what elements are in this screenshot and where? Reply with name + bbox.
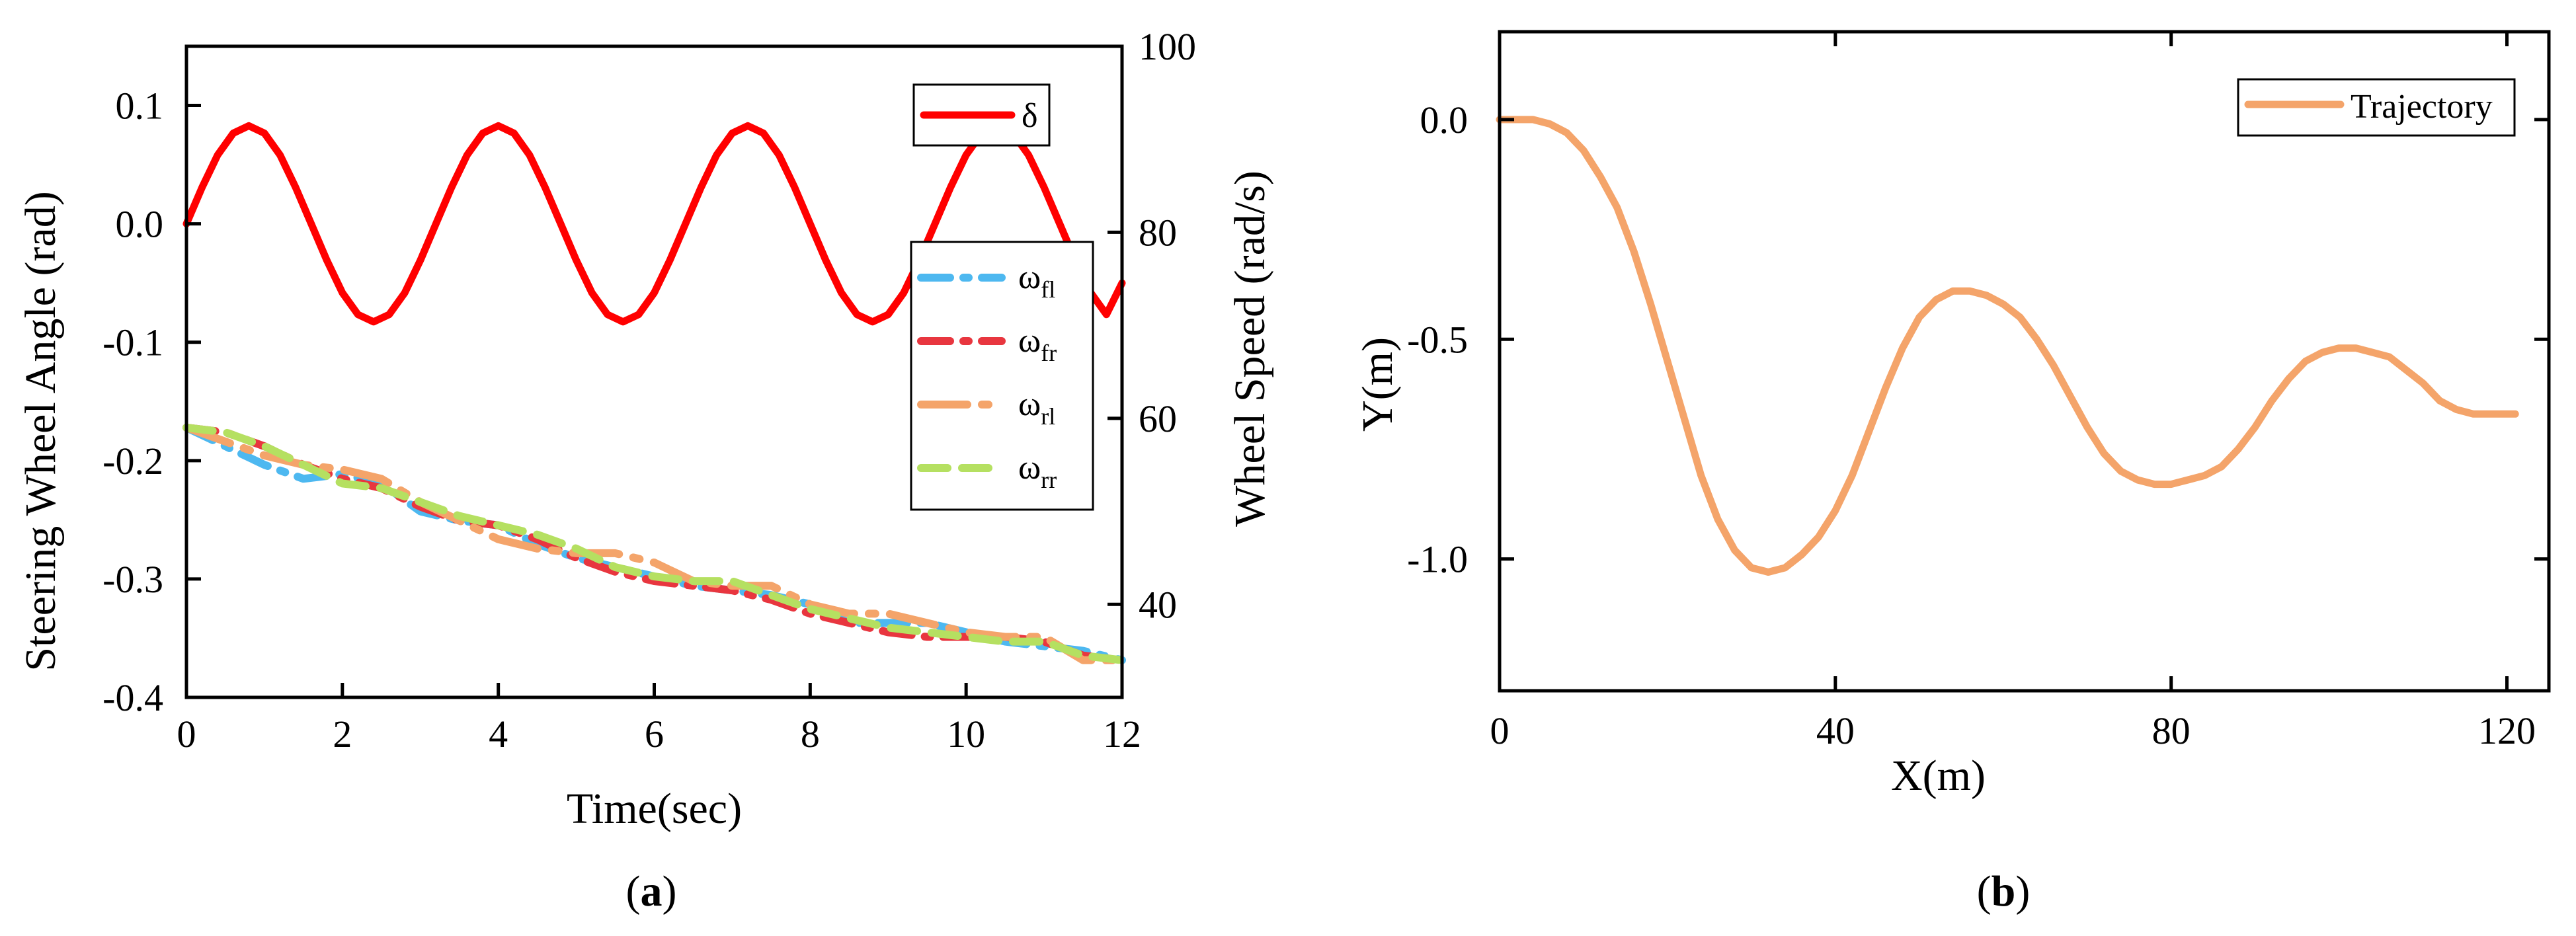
panel-a-label: (a) <box>626 867 677 916</box>
x-tick-label: 0 <box>177 713 196 756</box>
panel-b-label: (b) <box>1977 867 2031 916</box>
x-axis-label: Time(sec) <box>567 785 742 833</box>
legend-w_fr-subscript: fr <box>1041 340 1057 366</box>
x-axis-label: X(m) <box>1891 752 1986 800</box>
panel-b-chart: 0 40 80 120 0.0 -0.5 -1.0 X(m) Y(m) Trajectory <box>1353 30 2551 800</box>
y-left-tick-label: 0.0 <box>116 203 164 246</box>
y-left-axis-label: Steering Wheel Angle (rad) <box>17 191 65 671</box>
y-left-tick-label: -0.3 <box>102 558 163 601</box>
x-tick-label: 10 <box>947 713 985 756</box>
x-tick-label: 4 <box>489 713 508 756</box>
legend-delta: δ <box>912 83 1051 147</box>
y-right-tick-label: 60 <box>1139 397 1177 440</box>
x-tick-label: 6 <box>645 713 664 756</box>
panel-a-chart: 0 2 4 6 8 10 12 0.1 0.0 -0.1 -0.2 -0.3 -0.4 100 80 60 40… <box>17 25 1274 833</box>
series-delta-line <box>182 122 1126 326</box>
y-right-tick-label: 100 <box>1139 25 1196 68</box>
y-tick-label: 0.0 <box>1420 98 1469 141</box>
legend-w_rl-subscript: rl <box>1041 403 1055 430</box>
panel-b-plot-frame <box>1498 30 2551 693</box>
y-left-tick-label: 0.1 <box>116 85 164 128</box>
legend-w_rl-label: ωrl <box>1018 385 1055 430</box>
legend-w_fl-label: ωfl <box>1018 258 1055 303</box>
y-left-tick-label: -0.4 <box>102 676 163 719</box>
legend-w_rl-symbol: ω <box>1018 385 1041 423</box>
y-tick-label: -1.0 <box>1407 538 1468 581</box>
legend-trajectory-label: Trajectory <box>2351 88 2493 126</box>
y-right-tick-label: 80 <box>1139 211 1177 254</box>
y-left-tick-label: -0.1 <box>102 321 163 364</box>
series-w_fr-line <box>182 423 1126 664</box>
x-tick-label: 2 <box>333 713 352 756</box>
legend-w_fr-label: ωfr <box>1018 322 1057 366</box>
x-tick-label: 80 <box>2152 709 2191 752</box>
y-axis-label: Y(m) <box>1353 337 1402 432</box>
legend-w_fl-symbol: ω <box>1018 258 1041 296</box>
x-tick-label: 0 <box>1490 709 1509 752</box>
x-tick-label: 40 <box>1816 709 1855 752</box>
legend-w_fr-symbol: ω <box>1018 322 1041 360</box>
series-trajectory-line <box>1496 116 2519 576</box>
x-tick-label: 12 <box>1103 713 1141 756</box>
legend-delta-label: δ <box>1022 97 1038 135</box>
series-w_rr-line <box>182 423 1126 664</box>
x-tick-label: 120 <box>2478 709 2536 752</box>
legend-w_fl-subscript: fl <box>1041 276 1055 303</box>
legend-w_rr-symbol: ω <box>1018 449 1041 487</box>
series-w_rl-line <box>182 423 1126 664</box>
y-right-tick-label: 40 <box>1139 583 1177 626</box>
legend-w_rr-label: ωrr <box>1018 449 1057 493</box>
legend-w_rr-subscript: rr <box>1041 467 1057 493</box>
x-tick-label: 8 <box>801 713 820 756</box>
y-tick-label: -0.5 <box>1407 318 1468 361</box>
y-left-tick-label: -0.2 <box>102 440 163 483</box>
y-right-axis-label: Wheel Speed (rad/s) <box>1226 171 1274 527</box>
legend-trajectory: Trajectory <box>2237 78 2516 137</box>
